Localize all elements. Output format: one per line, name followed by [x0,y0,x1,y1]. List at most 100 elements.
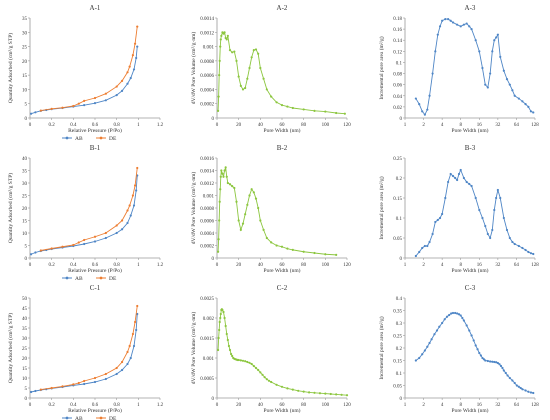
data-point [218,74,221,77]
x-tick-label: 100 [322,263,330,268]
data-point [340,393,343,396]
data-point [224,324,227,328]
data-point [104,377,107,381]
data-point [257,206,260,210]
data-point [449,172,452,176]
data-point [136,25,139,28]
y-tick-label: 30 [22,182,28,187]
data-point [478,50,481,53]
x-tick-label: 32 [495,403,501,408]
data-point [421,246,424,250]
data-point [241,88,245,91]
chart-a-3: A-3 0 0.02 0.04 0.06 0.08 0.1 0.12 0.14 0.16 0.18 1… [378,4,539,134]
x-tick-label: 8 [459,263,462,268]
y-tick-label: 0 [25,257,28,262]
data-point [275,383,278,386]
x-tick-label: 1 [137,123,140,128]
y-tick-label: 0.3 [396,322,403,327]
y-tick-label: 0.12 [393,50,402,55]
data-point [262,228,265,231]
data-point [414,254,417,258]
data-point [226,181,229,185]
data-point [456,178,459,182]
data-point [252,49,255,52]
legend-swatch-marker [99,416,103,420]
y-tick-label: 15 [22,367,28,372]
data-point [224,166,227,169]
x-tick-label: 20 [236,123,242,128]
data-point [126,209,129,212]
series-line [40,305,138,391]
data-point [128,344,131,348]
y-axis-label: dV/dW Pore Volume (cm³/g·nm) [190,32,197,105]
data-point [248,194,251,197]
data-point [441,212,444,216]
y-tick-label: 0.2 [396,177,403,182]
data-point [93,376,97,380]
data-point [244,360,247,363]
y-tick-label: 35 [22,327,28,332]
data-point [438,325,441,328]
data-point [345,394,349,397]
x-tick-label: 0 [216,263,219,268]
data-point [225,38,228,41]
data-point [217,95,220,98]
data-point [115,231,118,235]
data-point [449,19,452,22]
data-point [61,385,64,388]
legend-label: AB [75,136,83,142]
x-tick-label: 4 [441,403,444,408]
x-tick-label: 0.2 [49,123,56,128]
data-point [445,315,449,318]
data-point [486,86,489,89]
data-point [501,366,504,370]
x-tick-label: 0 [216,403,219,408]
data-point [513,94,516,97]
data-point [307,391,311,394]
data-point [132,344,136,348]
data-point [136,45,139,48]
data-point [226,338,229,342]
data-point [259,371,262,374]
data-point [335,111,338,115]
data-point [506,374,509,377]
y-tick-label: 20 [22,60,28,65]
data-point [216,348,220,352]
x-tick-label: 60 [280,263,286,268]
data-point [324,110,327,113]
x-tick-label: 0 [216,123,219,128]
x-tick-label: 60 [280,403,286,408]
data-point [126,71,129,74]
data-point [218,320,221,324]
data-point [115,85,118,88]
data-point [459,168,462,172]
data-point [481,216,484,220]
data-point [444,196,447,200]
data-point [128,65,131,68]
y-tick-label: 40 [22,317,28,322]
data-point [461,316,464,320]
data-point [219,312,222,316]
data-point [418,250,421,254]
legend-swatch-marker [99,276,103,280]
data-point [496,361,499,365]
data-point [225,332,228,336]
data-point [235,59,238,62]
data-point [83,104,86,107]
data-point [498,363,501,366]
data-point [61,245,64,248]
data-point [474,196,477,200]
data-point [83,238,86,242]
data-point [478,351,481,355]
chart-title: A-2 [277,4,288,12]
y-tick-label: 35 [22,17,28,22]
data-point [527,105,530,108]
x-tick-label: 2 [422,403,425,408]
legend-label: AB [75,416,83,420]
data-point [216,109,220,112]
x-tick-label: 20 [236,403,242,408]
data-point [50,107,53,110]
data-point [218,328,221,332]
data-point [438,216,442,220]
